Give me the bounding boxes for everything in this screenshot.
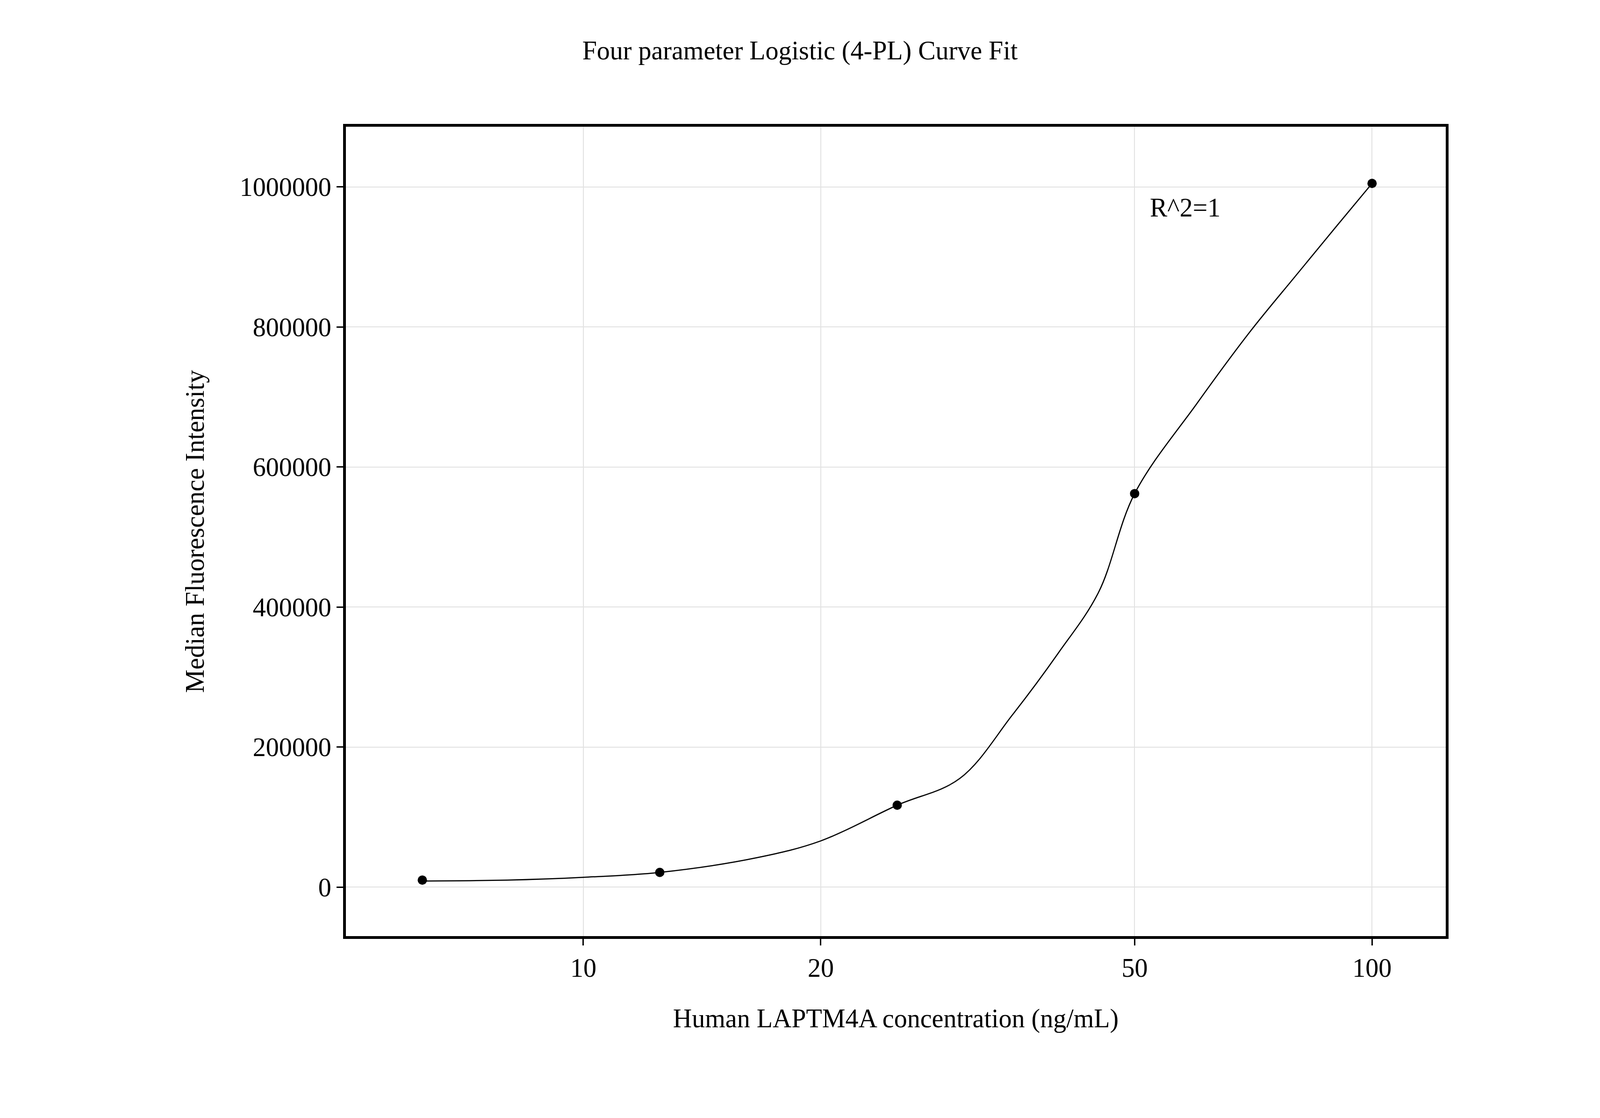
svg-text:200000: 200000 <box>252 732 332 762</box>
svg-text:100: 100 <box>1352 953 1392 983</box>
svg-text:Four parameter Logistic (4-PL): Four parameter Logistic (4-PL) Curve Fit <box>582 35 1019 66</box>
svg-text:Median Fluorescence Intensity: Median Fluorescence Intensity <box>180 369 210 693</box>
svg-text:0: 0 <box>318 872 332 902</box>
svg-text:Human LAPTM4A concentration (n: Human LAPTM4A concentration (ng/mL) <box>673 1003 1119 1034</box>
svg-text:50: 50 <box>1121 953 1148 983</box>
svg-text:20: 20 <box>807 953 834 983</box>
svg-text:800000: 800000 <box>252 312 332 342</box>
svg-text:400000: 400000 <box>252 592 332 622</box>
svg-text:1000000: 1000000 <box>239 172 332 202</box>
svg-text:R^2=1: R^2=1 <box>1149 193 1221 223</box>
svg-text:10: 10 <box>570 953 597 983</box>
svg-text:600000: 600000 <box>252 452 332 482</box>
